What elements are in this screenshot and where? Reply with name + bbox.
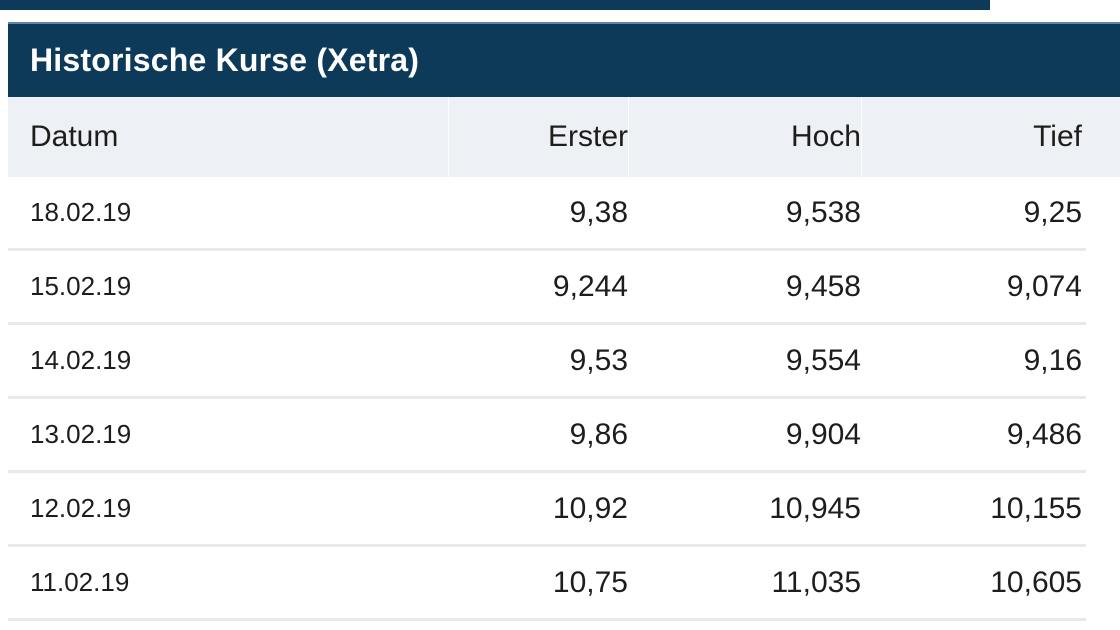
erster-cell: 9,244 [552, 269, 628, 303]
table-header-row: Datum Erster Hoch Tief [8, 97, 1120, 177]
erster-cell: 9,53 [569, 343, 628, 377]
date-cell: 13.02.19 [30, 419, 132, 449]
hoch-cell: 11,035 [771, 565, 861, 599]
table-row: 14.02.19 9,53 9,554 9,16 [8, 325, 1086, 399]
table-row: 18.02.19 9,38 9,538 9,25 [8, 177, 1086, 251]
table-row: 11.02.19 10,75 11,035 10,605 [8, 547, 1086, 621]
tief-cell: 10,605 [990, 565, 1082, 599]
hoch-cell: 9,458 [785, 269, 861, 303]
hoch-cell: 9,904 [785, 417, 861, 451]
date-cell: 15.02.19 [30, 271, 132, 301]
hoch-cell: 9,538 [785, 195, 861, 229]
erster-cell: 9,38 [569, 195, 628, 229]
erster-cell: 10,92 [552, 491, 628, 525]
date-cell: 12.02.19 [30, 493, 132, 523]
table-row: 15.02.19 9,244 9,458 9,074 [8, 251, 1086, 325]
table-row: 13.02.19 9,86 9,904 9,486 [8, 399, 1086, 473]
date-cell: 14.02.19 [30, 345, 132, 375]
widget-title: Historische Kurse (Xetra) [30, 42, 420, 78]
tief-cell: 9,074 [1006, 269, 1082, 303]
tief-cell: 9,486 [1006, 417, 1082, 451]
tief-cell: 9,25 [1023, 195, 1082, 229]
hoch-cell: 10,945 [769, 491, 861, 525]
column-header-hoch: Hoch [628, 97, 861, 177]
date-cell: 11.02.19 [30, 567, 130, 597]
column-header-tief: Tief [861, 97, 1086, 177]
tief-cell: 9,16 [1023, 343, 1082, 377]
table-body: 18.02.19 9,38 9,538 9,25 15.02.19 9,244 … [8, 177, 1086, 621]
date-cell: 18.02.19 [30, 197, 132, 227]
column-header-erster: Erster [448, 97, 628, 177]
erster-cell: 9,86 [569, 417, 628, 451]
table-row: 12.02.19 10,92 10,945 10,155 [8, 473, 1086, 547]
hoch-cell: 9,554 [785, 343, 861, 377]
historical-prices-widget: Historische Kurse (Xetra) Datum Erster H… [8, 22, 1120, 621]
erster-cell: 10,75 [552, 565, 628, 599]
tief-cell: 10,155 [990, 491, 1082, 525]
widget-title-bar: Historische Kurse (Xetra) [8, 22, 1120, 97]
column-header-datum: Datum [30, 120, 119, 153]
cropped-element-above [0, 0, 990, 10]
